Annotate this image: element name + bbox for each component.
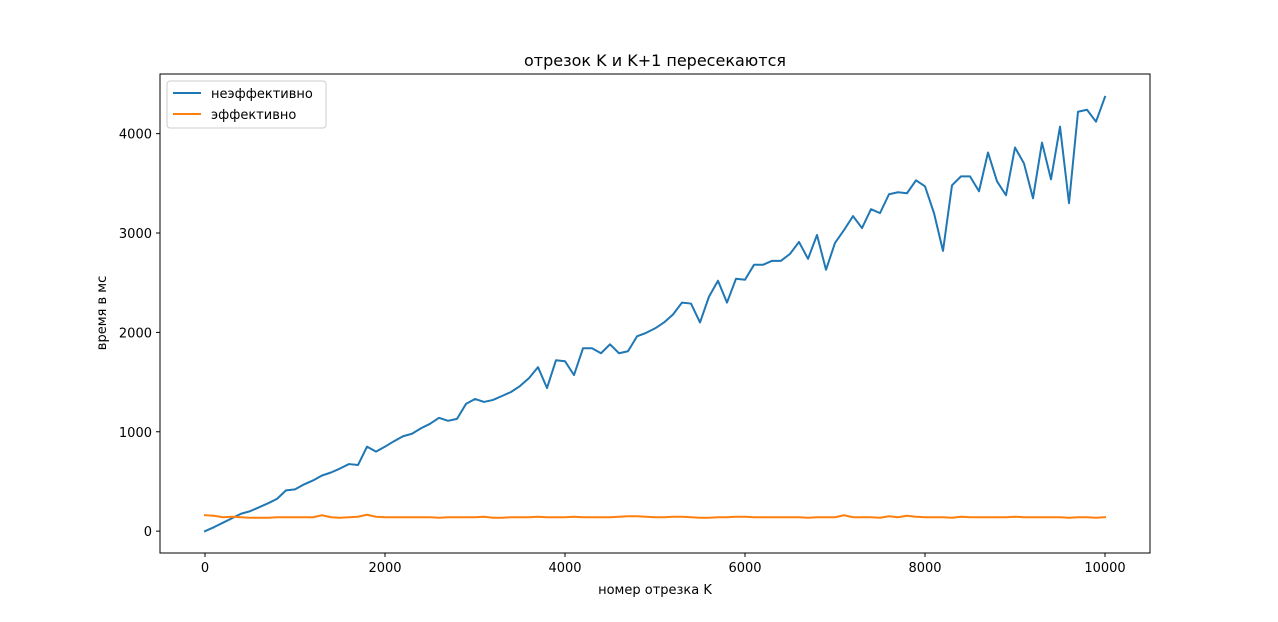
x-axis-label: номер отрезка K bbox=[598, 583, 712, 598]
series-line-1 bbox=[203, 95, 1107, 533]
x-tick-label: 4000 bbox=[548, 561, 581, 576]
series-line-2 bbox=[203, 513, 1107, 519]
x-tick-label: 8000 bbox=[908, 561, 941, 576]
y-tick-label: 4000 bbox=[119, 128, 152, 143]
y-axis: 0 1000 2000 3000 4000 bbox=[119, 128, 160, 540]
chart-title: отрезок K и K+1 пересекаются bbox=[524, 51, 786, 70]
series-lines bbox=[203, 95, 1107, 533]
y-tick-label: 1000 bbox=[119, 426, 152, 441]
x-axis: 0 2000 4000 6000 8000 10000 bbox=[201, 553, 1126, 576]
legend-label-2: эффективно bbox=[211, 108, 296, 123]
x-tick-label: 0 bbox=[201, 561, 209, 576]
legend-label-1: неэффективно bbox=[211, 87, 313, 102]
y-tick-label: 2000 bbox=[119, 326, 152, 341]
x-tick-label: 2000 bbox=[368, 561, 401, 576]
y-tick-label: 3000 bbox=[119, 227, 152, 242]
y-axis-label: время в мс bbox=[95, 276, 110, 350]
y-tick-label: 0 bbox=[144, 525, 152, 540]
legend-box bbox=[166, 80, 327, 129]
x-tick-label: 10000 bbox=[1084, 561, 1125, 576]
x-tick-label: 6000 bbox=[728, 561, 761, 576]
legend: неэффективно эффективно bbox=[166, 80, 327, 129]
plot-frame bbox=[159, 73, 1151, 554]
